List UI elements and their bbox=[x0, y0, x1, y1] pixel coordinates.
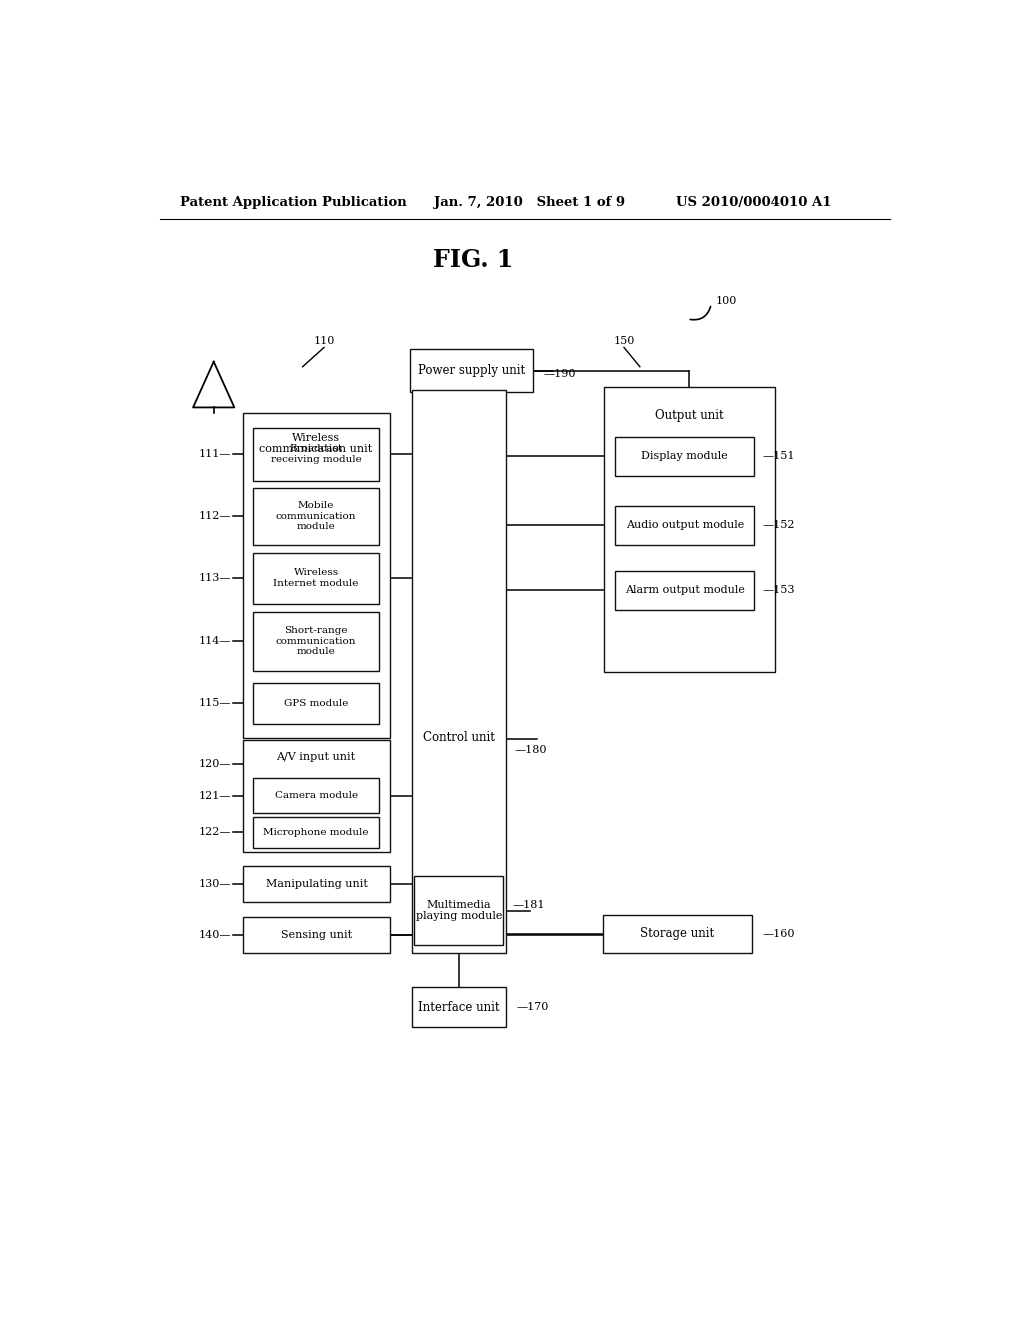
Text: Wireless
communication unit: Wireless communication unit bbox=[259, 433, 373, 454]
Text: 150: 150 bbox=[613, 337, 635, 346]
Text: —153: —153 bbox=[763, 585, 796, 595]
Text: 115—: 115— bbox=[199, 698, 231, 709]
Bar bbox=[412, 391, 506, 953]
Text: 114—: 114— bbox=[199, 636, 231, 647]
Bar bbox=[253, 611, 379, 671]
Bar bbox=[615, 437, 754, 475]
Text: Short-range
communication
module: Short-range communication module bbox=[275, 626, 356, 656]
Bar bbox=[253, 487, 379, 545]
Bar bbox=[253, 817, 379, 847]
Text: Manipulating unit: Manipulating unit bbox=[265, 879, 368, 890]
Bar bbox=[604, 387, 775, 672]
Text: 112—: 112— bbox=[199, 511, 231, 521]
Bar bbox=[243, 412, 390, 738]
Text: Patent Application Publication: Patent Application Publication bbox=[179, 195, 407, 209]
Bar bbox=[602, 915, 752, 953]
Bar bbox=[253, 428, 379, 480]
Bar bbox=[415, 876, 504, 945]
Text: 122—: 122— bbox=[199, 828, 231, 837]
Text: GPS module: GPS module bbox=[284, 698, 348, 708]
Text: FIG. 1: FIG. 1 bbox=[433, 248, 513, 272]
Bar bbox=[243, 916, 390, 953]
Text: —170: —170 bbox=[517, 1002, 549, 1012]
Text: Camera module: Camera module bbox=[274, 791, 357, 800]
Text: 140—: 140— bbox=[199, 929, 231, 940]
Text: 100: 100 bbox=[715, 296, 736, 306]
Text: Power supply unit: Power supply unit bbox=[418, 364, 524, 378]
Text: 111—: 111— bbox=[199, 449, 231, 459]
Text: —190: —190 bbox=[543, 368, 575, 379]
Text: —151: —151 bbox=[763, 451, 796, 461]
Text: —181: —181 bbox=[512, 900, 545, 911]
Text: —160: —160 bbox=[763, 929, 796, 939]
Text: Broadcast
receiving module: Broadcast receiving module bbox=[270, 445, 361, 463]
Text: Jan. 7, 2010   Sheet 1 of 9: Jan. 7, 2010 Sheet 1 of 9 bbox=[433, 195, 625, 209]
Text: —152: —152 bbox=[763, 520, 796, 531]
Text: Interface unit: Interface unit bbox=[418, 1001, 500, 1014]
Bar bbox=[253, 553, 379, 603]
Text: 130—: 130— bbox=[199, 879, 231, 890]
Text: —180: —180 bbox=[514, 744, 547, 755]
Bar bbox=[243, 866, 390, 903]
Text: A/V input unit: A/V input unit bbox=[276, 752, 355, 762]
Text: Wireless
Internet module: Wireless Internet module bbox=[273, 569, 358, 587]
Text: 113—: 113— bbox=[199, 573, 231, 583]
Text: 120—: 120— bbox=[199, 759, 231, 770]
Text: Output unit: Output unit bbox=[654, 409, 723, 422]
Text: Microphone module: Microphone module bbox=[263, 828, 369, 837]
Bar bbox=[615, 572, 754, 610]
Text: Control unit: Control unit bbox=[423, 731, 495, 744]
Text: Alarm output module: Alarm output module bbox=[625, 585, 744, 595]
Text: Sensing unit: Sensing unit bbox=[281, 929, 352, 940]
Bar bbox=[253, 779, 379, 813]
Bar bbox=[410, 350, 532, 392]
Bar bbox=[615, 506, 754, 545]
Text: 110: 110 bbox=[313, 337, 335, 346]
Bar bbox=[253, 682, 379, 723]
Text: Audio output module: Audio output module bbox=[626, 520, 743, 531]
Text: Display module: Display module bbox=[641, 451, 728, 461]
Text: Storage unit: Storage unit bbox=[640, 928, 714, 940]
Text: Multimedia
playing module: Multimedia playing module bbox=[416, 900, 502, 921]
Bar bbox=[243, 739, 390, 851]
Text: 121—: 121— bbox=[199, 791, 231, 801]
Text: US 2010/0004010 A1: US 2010/0004010 A1 bbox=[676, 195, 831, 209]
Text: Mobile
communication
module: Mobile communication module bbox=[275, 502, 356, 531]
Bar bbox=[412, 987, 506, 1027]
